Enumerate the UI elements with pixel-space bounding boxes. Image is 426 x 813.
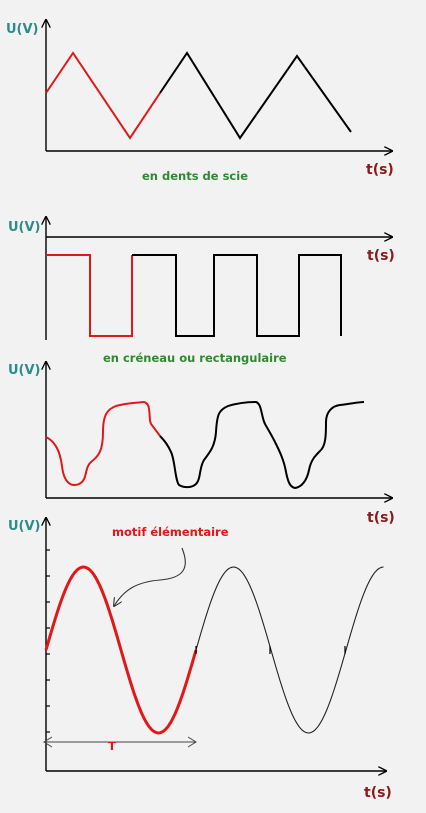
sawtooth-caption: en dents de scie — [142, 169, 248, 183]
x-axis-label: t(s) — [367, 248, 395, 264]
square-caption: en créneau ou rectangulaire — [103, 351, 287, 365]
x-axis-label: t(s) — [366, 162, 394, 178]
y-axis-label: U(V) — [8, 220, 41, 235]
signal-motif-red — [45, 400, 161, 486]
x-axis-label: t(s) — [367, 510, 395, 526]
sawtooth-signal — [159, 51, 352, 140]
sawtooth-graph: U(V) t(s) en dents de scie — [6, 20, 394, 183]
y-axis-ticks — [46, 549, 50, 733]
sawtooth-motif-red — [45, 51, 161, 140]
sine-motif-red — [44, 565, 198, 735]
motif-pointer-arrow — [114, 547, 186, 606]
signal-periodic — [159, 400, 365, 490]
x-axis-label: t(s) — [364, 785, 392, 801]
period-ticks — [195, 646, 346, 654]
y-axis-label: U(V) — [8, 363, 41, 378]
sine-graph: U(V) motif élémentaire T t(s) — [8, 518, 392, 801]
square-motif-red — [46, 254, 133, 337]
period-arrow-right-head — [187, 736, 197, 748]
square-wave-graph: U(V) t(s) en créneau ou rectangulaire — [8, 217, 395, 365]
square-signal — [132, 254, 342, 337]
motif-annotation: motif élémentaire — [112, 525, 229, 539]
period-label: T — [108, 739, 116, 753]
period-arrow-left-head — [43, 736, 53, 748]
y-axis-label: U(V) — [8, 519, 41, 534]
sine-signal — [195, 566, 384, 734]
y-axis-label: U(V) — [6, 22, 39, 37]
periodic-signal-graph: U(V) t(s) — [8, 362, 395, 526]
